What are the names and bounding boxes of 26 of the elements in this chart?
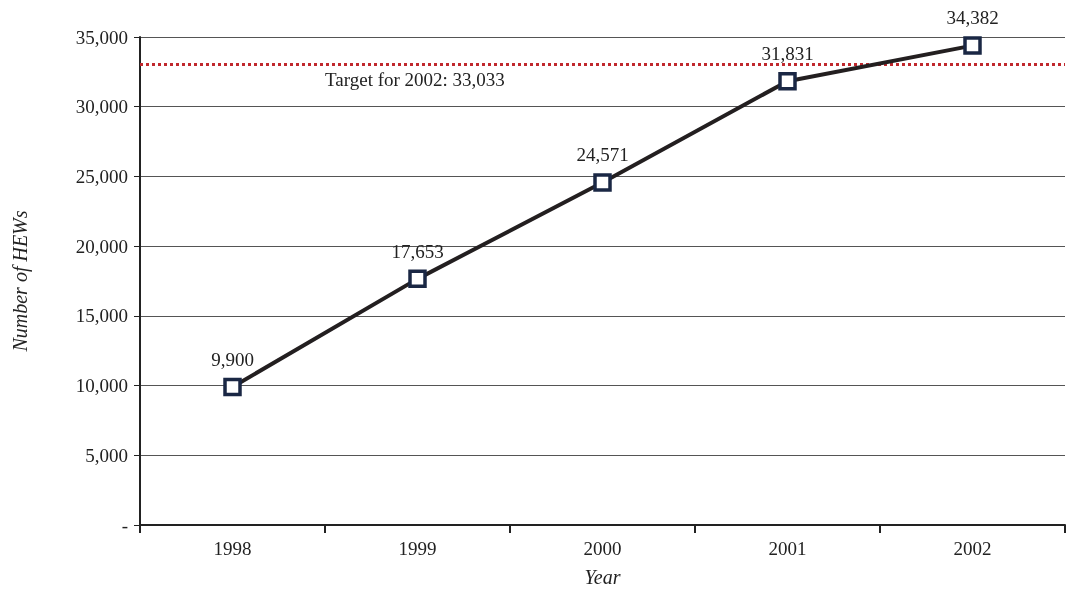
x-tick-label: 1999 [398, 538, 437, 559]
x-tick-label: 1998 [213, 538, 252, 559]
y-tick-label: - [121, 514, 128, 536]
y-tick-label: 5,000 [85, 444, 128, 466]
point [593, 173, 612, 192]
y-tick-label: 15,000 [75, 305, 128, 327]
data-label: 34,382 [946, 7, 999, 29]
ref-line-label: Target for 2002: 33,033 [325, 69, 505, 91]
y-tick-label: 20,000 [75, 235, 128, 257]
y-tick-label: 10,000 [75, 375, 128, 397]
x-tick-label: 2000 [583, 538, 622, 559]
point [778, 71, 797, 91]
y-tick-label: 35,000 [75, 26, 128, 48]
data-label: 9,900 [211, 348, 254, 370]
data-label: 24,571 [576, 144, 629, 166]
x-tick-label: 2001 [768, 538, 807, 559]
point [963, 36, 982, 55]
y-tick-label: 25,000 [75, 165, 128, 187]
data-label: 31,831 [761, 42, 814, 64]
y-tick-label: 30,000 [75, 96, 128, 118]
x-axis-title: Year [584, 566, 621, 588]
x-tick-label: 2002 [953, 538, 992, 559]
y-axis-title: Number of HEWs [9, 210, 32, 353]
point [223, 377, 242, 397]
data-label: 17,653 [391, 240, 444, 262]
point [408, 269, 427, 289]
